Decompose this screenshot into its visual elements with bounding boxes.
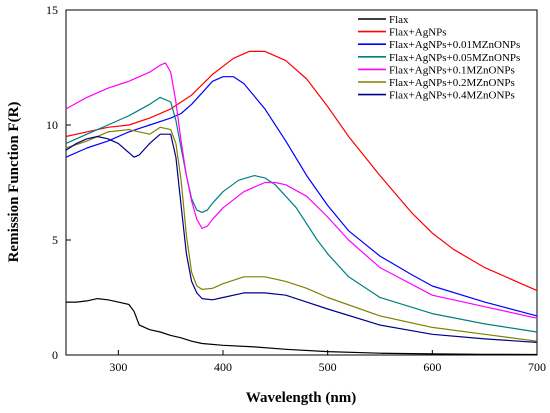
series-line-0 [66, 298, 538, 356]
x-tick-label: 700 [528, 360, 546, 374]
x-axis-title: Wavelength (nm) [246, 390, 356, 406]
legend-label: Flax+AgNPs+0.2MZnONPs [389, 77, 515, 89]
legend-label: Flax+AgNPs+0.4MZnONPs [389, 90, 515, 102]
y-tick-label: 10 [46, 118, 58, 132]
legend-label: Flax+AgNPs+0.05MZnONPs [389, 52, 520, 64]
series-line-6 [65, 133, 538, 343]
legend-label: Flax+AgNPs+0.01MZnONPs [389, 39, 520, 51]
y-tick-label: 15 [46, 3, 58, 17]
plot-frame [65, 9, 538, 356]
y-axis-title: Remission Function F(R) [6, 102, 22, 263]
legend-label: Flax+AgNPs [389, 27, 447, 39]
axis-ticks: 300 400 500 600 700 0 5 10 15 [46, 3, 546, 374]
legend: FlaxFlax+AgNPsFlax+AgNPs+0.01MZnONPsFlax… [358, 14, 520, 102]
series-line-2 [65, 76, 538, 317]
series-line-3 [65, 96, 538, 333]
y-tick-label: 0 [52, 348, 58, 362]
series-line-4 [65, 62, 538, 319]
legend-label: Flax+AgNPs+0.1MZnONPs [389, 64, 515, 76]
x-tick-label: 400 [214, 360, 232, 374]
series-layer [65, 50, 538, 356]
x-tick-label: 500 [319, 360, 337, 374]
x-tick-label: 600 [423, 360, 441, 374]
series-line-5 [65, 126, 538, 342]
series-line-1 [65, 50, 538, 292]
legend-label: Flax [389, 14, 409, 26]
y-tick-label: 5 [52, 233, 58, 247]
x-tick-label: 300 [109, 360, 127, 374]
